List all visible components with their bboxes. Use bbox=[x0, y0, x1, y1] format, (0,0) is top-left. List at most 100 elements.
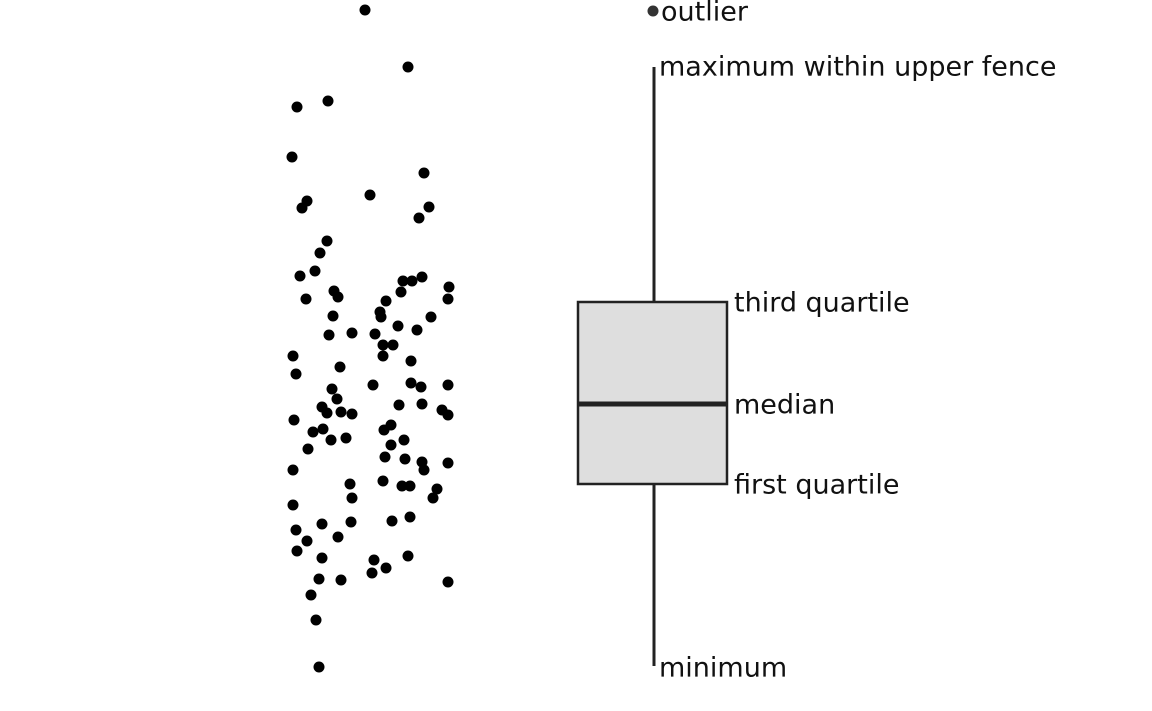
point bbox=[375, 311, 387, 323]
point bbox=[377, 350, 389, 362]
point bbox=[291, 545, 303, 557]
point bbox=[346, 492, 358, 504]
point bbox=[290, 368, 302, 380]
point bbox=[442, 379, 454, 391]
point bbox=[396, 480, 408, 492]
point bbox=[413, 212, 425, 224]
point bbox=[316, 552, 328, 564]
point bbox=[418, 167, 430, 179]
point bbox=[398, 434, 410, 446]
point bbox=[309, 265, 321, 277]
point bbox=[287, 499, 299, 511]
point bbox=[385, 419, 397, 431]
point bbox=[317, 423, 329, 435]
point bbox=[327, 310, 339, 322]
point bbox=[331, 393, 343, 405]
point bbox=[335, 574, 347, 586]
point bbox=[313, 661, 325, 673]
point bbox=[322, 95, 334, 107]
point bbox=[294, 270, 306, 282]
point bbox=[302, 443, 314, 455]
point bbox=[404, 480, 416, 492]
label: first quartile bbox=[734, 470, 899, 501]
point bbox=[431, 483, 443, 495]
point bbox=[377, 339, 389, 351]
point bbox=[402, 61, 414, 73]
point bbox=[310, 614, 322, 626]
point bbox=[345, 516, 357, 528]
point bbox=[313, 573, 325, 585]
point bbox=[442, 457, 454, 469]
point bbox=[385, 439, 397, 451]
label: third quartile bbox=[734, 288, 910, 319]
point bbox=[425, 311, 437, 323]
point bbox=[418, 464, 430, 476]
point bbox=[399, 453, 411, 465]
point bbox=[379, 451, 391, 463]
point bbox=[305, 589, 317, 601]
point bbox=[340, 432, 352, 444]
point bbox=[346, 327, 358, 339]
label: maximum within upper fence bbox=[659, 52, 1056, 83]
point bbox=[290, 524, 302, 536]
point bbox=[346, 408, 358, 420]
label: median bbox=[734, 390, 835, 421]
point bbox=[411, 324, 423, 336]
point bbox=[416, 271, 428, 283]
point bbox=[380, 562, 392, 574]
point bbox=[287, 464, 299, 476]
point bbox=[442, 576, 454, 588]
point bbox=[335, 406, 347, 418]
point bbox=[323, 329, 335, 341]
point bbox=[321, 235, 333, 247]
point bbox=[395, 286, 407, 298]
point bbox=[442, 293, 454, 305]
point bbox=[326, 383, 338, 395]
point bbox=[296, 202, 308, 214]
box bbox=[576, 300, 729, 486]
point bbox=[286, 151, 298, 163]
point bbox=[442, 409, 454, 421]
point bbox=[291, 101, 303, 113]
point bbox=[325, 434, 337, 446]
point bbox=[334, 361, 346, 373]
point bbox=[314, 247, 326, 259]
point bbox=[366, 567, 378, 579]
point bbox=[386, 515, 398, 527]
point bbox=[404, 511, 416, 523]
point bbox=[316, 518, 328, 530]
point bbox=[405, 377, 417, 389]
label: minimum bbox=[659, 653, 787, 684]
label: outlier bbox=[661, 0, 749, 28]
point bbox=[416, 398, 428, 410]
point bbox=[367, 379, 379, 391]
outlier-point bbox=[647, 5, 659, 17]
point bbox=[380, 295, 392, 307]
point bbox=[359, 4, 371, 16]
point bbox=[344, 478, 356, 490]
point bbox=[427, 492, 439, 504]
point bbox=[287, 350, 299, 362]
point bbox=[307, 426, 319, 438]
point bbox=[377, 475, 389, 487]
point bbox=[406, 275, 418, 287]
point bbox=[288, 414, 300, 426]
point bbox=[300, 293, 312, 305]
point bbox=[397, 275, 409, 287]
point bbox=[332, 531, 344, 543]
point bbox=[368, 554, 380, 566]
point bbox=[423, 201, 435, 213]
point bbox=[393, 399, 405, 411]
point bbox=[321, 407, 333, 419]
point bbox=[443, 281, 455, 293]
point bbox=[364, 189, 376, 201]
point bbox=[405, 355, 417, 367]
point bbox=[301, 535, 313, 547]
point bbox=[387, 339, 399, 351]
point bbox=[415, 381, 427, 393]
point bbox=[402, 550, 414, 562]
point bbox=[392, 320, 404, 332]
scatter-points bbox=[286, 4, 455, 673]
